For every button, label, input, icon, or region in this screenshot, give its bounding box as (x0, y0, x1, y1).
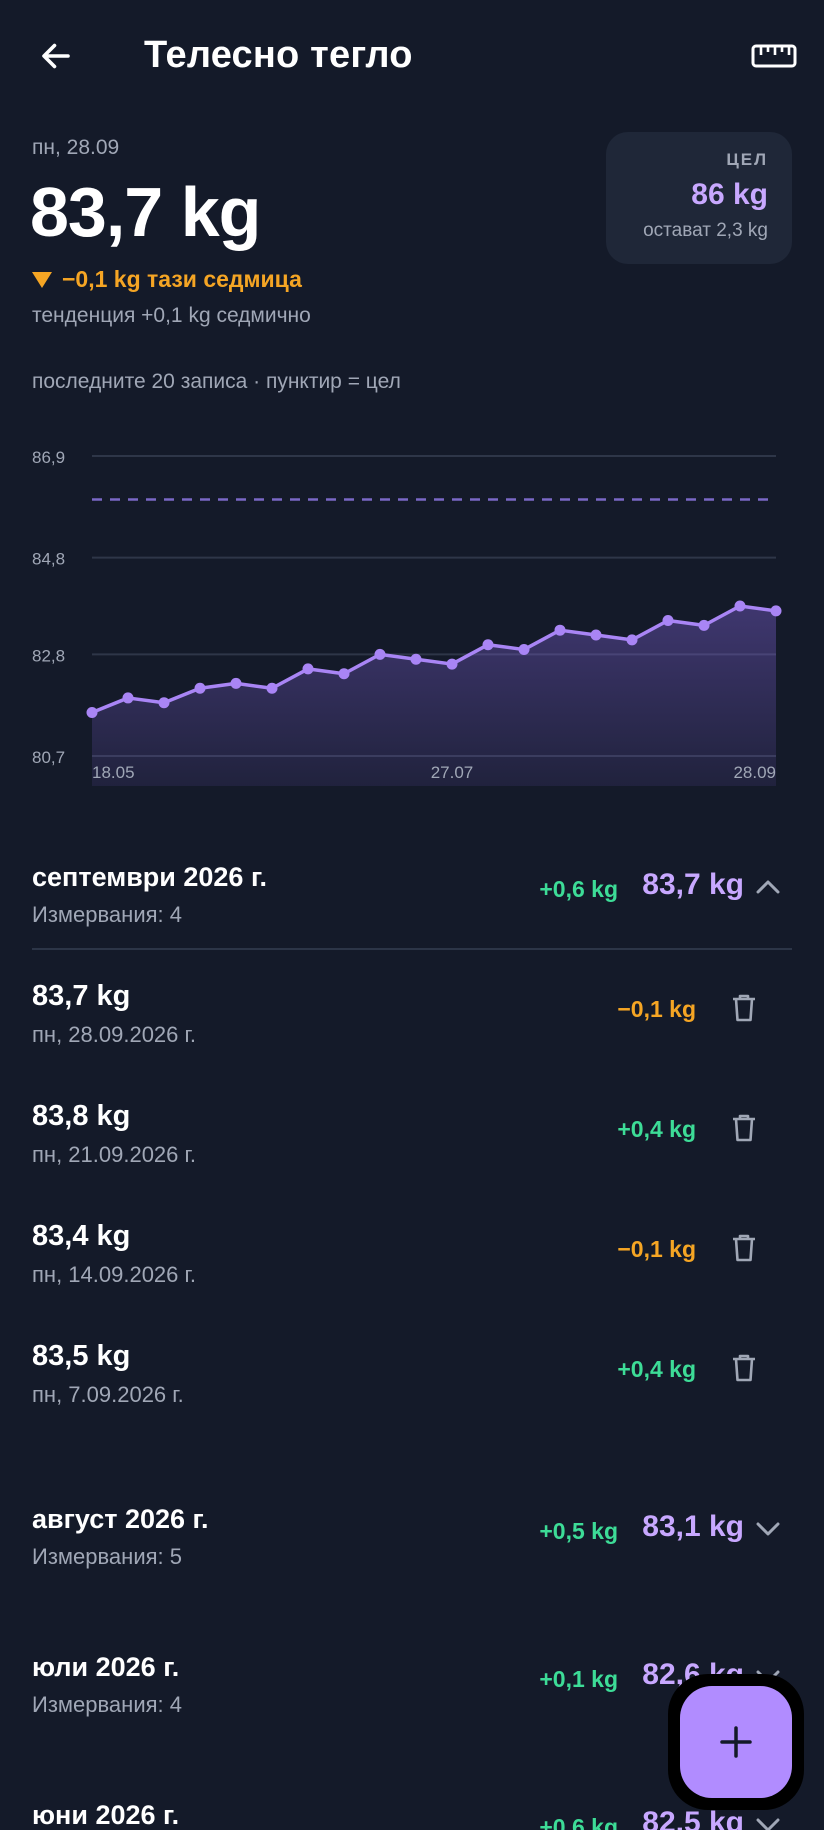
back-button[interactable] (30, 30, 82, 82)
chevron-down-icon (754, 1518, 782, 1540)
data-point (338, 668, 350, 680)
month-delta: +0,6 kg (539, 876, 618, 902)
weight-entry[interactable]: 83,7 kg пн, 28.09.2026 г. −0,1 kg (0, 980, 824, 1070)
data-point (374, 648, 386, 660)
ruler-icon (751, 44, 797, 68)
y-tick-label: 84,8 (32, 550, 65, 569)
series-line (91, 604, 777, 715)
entry-delta: +0,4 kg (617, 1356, 696, 1382)
entry-date: пн, 14.09.2026 г. (32, 1262, 196, 1287)
entry-delta: −0,1 kg (617, 1236, 696, 1262)
month-average: 83,1 kg (642, 1510, 744, 1543)
chevron-down-icon (754, 1814, 782, 1830)
plus-icon (720, 1726, 752, 1758)
page-title: Телесно тегло (144, 34, 413, 76)
entry-date: пн, 7.09.2026 г. (32, 1382, 184, 1407)
data-point (230, 677, 242, 689)
data-point (770, 605, 782, 617)
entry-weight: 83,4 kg (32, 1220, 131, 1252)
arrow-left-icon (42, 43, 70, 69)
data-point (626, 634, 638, 646)
data-point (266, 682, 278, 694)
goal-card[interactable]: ЦЕЛ 86 kg остават 2,3 kg (606, 132, 792, 264)
trash-icon (733, 1114, 755, 1142)
data-point (734, 600, 746, 612)
trash-icon (733, 994, 755, 1022)
data-point (410, 653, 422, 665)
data-point (194, 682, 206, 694)
area-fill (92, 606, 776, 786)
entry-delta: +0,4 kg (617, 1116, 696, 1142)
month-count: Измервания: 4 (32, 1692, 182, 1717)
month-count: Измервания: 4 (32, 902, 182, 927)
data-point (518, 644, 530, 656)
data-point (554, 624, 566, 636)
week-change: −0,1 kg тази седмица (32, 266, 302, 293)
month-title: юли 2026 г. (32, 1652, 180, 1682)
month-title: юни 2026 г. (32, 1800, 180, 1830)
month-delta: +0,1 kg (539, 1666, 618, 1692)
chart-caption: последните 20 записа · пунктир = цел (32, 370, 401, 393)
month-count: Измервания: 5 (32, 1544, 182, 1569)
y-tick-label: 80,7 (32, 748, 65, 767)
x-tick-label: 27.07 (431, 763, 474, 782)
weight-chart-svg: 86,9 84,8 82,8 80,7 18.05 27.07 28.09 (32, 448, 782, 786)
month-average: 82,5 kg (642, 1806, 744, 1830)
data-point (158, 697, 170, 709)
data-point (302, 663, 314, 675)
trash-icon (733, 1354, 755, 1382)
trend-label: тенденция +0,1 kg седмично (32, 304, 311, 327)
month-delta: +0,6 kg (539, 1814, 618, 1830)
month-average: 83,7 kg (642, 868, 744, 901)
section-divider (32, 948, 792, 950)
week-change-label: −0,1 kg тази седмица (62, 266, 302, 292)
units-button[interactable] (746, 34, 802, 78)
data-point (446, 658, 458, 670)
goal-remaining: остават 2,3 kg (643, 220, 768, 241)
chevron-up-icon (754, 876, 782, 898)
data-point (698, 619, 710, 631)
weight-entry[interactable]: 83,5 kg пн, 7.09.2026 г. +0,4 kg (0, 1340, 824, 1430)
entry-date: пн, 28.09.2026 г. (32, 1022, 196, 1047)
add-entry-button[interactable] (680, 1686, 792, 1798)
weight-entry[interactable]: 83,4 kg пн, 14.09.2026 г. −0,1 kg (0, 1220, 824, 1310)
weight-chart: 86,9 84,8 82,8 80,7 18.05 27.07 28.09 (0, 430, 824, 790)
data-point (662, 615, 674, 627)
triangle-down-icon (32, 271, 52, 288)
entry-weight: 83,5 kg (32, 1340, 131, 1372)
month-header-august[interactable]: август 2026 г. Измервания: 5 +0,5 kg 83,… (0, 1504, 824, 1604)
entry-weight: 83,7 kg (32, 980, 131, 1012)
month-header-september[interactable]: септември 2026 г. Измервания: 4 +0,6 kg … (0, 862, 824, 962)
month-header-june[interactable]: юни 2026 г. +0,6 kg 82,5 kg (0, 1800, 824, 1830)
delete-button[interactable] (728, 988, 760, 1028)
entry-date: пн, 21.09.2026 г. (32, 1142, 196, 1167)
y-tick-label: 82,8 (32, 646, 65, 665)
top-app-bar: Телесно тегло (0, 0, 824, 112)
current-weight: 83,7 kg (30, 173, 261, 251)
current-date: пн, 28.09 (32, 136, 120, 159)
y-tick-label: 86,9 (32, 448, 65, 467)
trash-icon (733, 1234, 755, 1262)
x-tick-label: 18.05 (92, 763, 135, 782)
data-point (86, 706, 98, 718)
goal-value: 86 kg (691, 178, 768, 211)
month-title: август 2026 г. (32, 1504, 209, 1534)
data-point (482, 639, 494, 651)
weight-entry[interactable]: 83,8 kg пн, 21.09.2026 г. +0,4 kg (0, 1100, 824, 1190)
data-point (122, 692, 134, 704)
entry-weight: 83,8 kg (32, 1100, 131, 1132)
delete-button[interactable] (728, 1108, 760, 1148)
data-point (590, 629, 602, 641)
month-header-july[interactable]: юли 2026 г. Измервания: 4 +0,1 kg 82,6 k… (0, 1652, 824, 1752)
month-title: септември 2026 г. (32, 862, 267, 892)
month-delta: +0,5 kg (539, 1518, 618, 1544)
entry-delta: −0,1 kg (617, 996, 696, 1022)
x-tick-label: 28.09 (733, 763, 776, 782)
goal-label: ЦЕЛ (726, 150, 768, 169)
delete-button[interactable] (728, 1228, 760, 1268)
delete-button[interactable] (728, 1348, 760, 1388)
